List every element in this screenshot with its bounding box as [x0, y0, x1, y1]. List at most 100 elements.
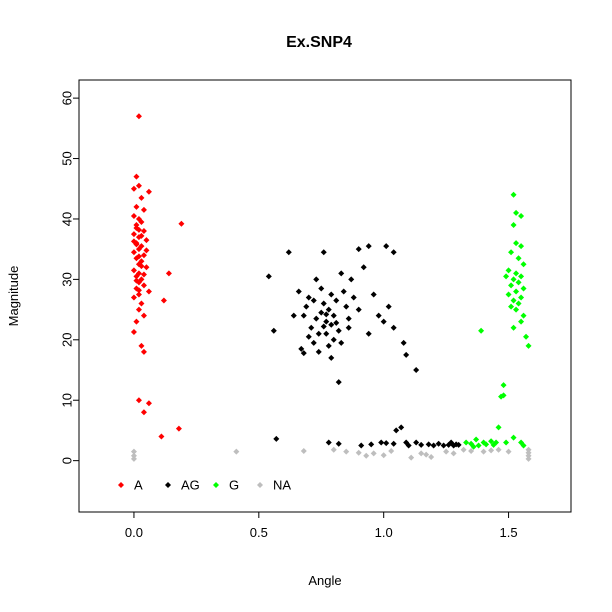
data-point	[325, 306, 332, 313]
data-point	[323, 311, 330, 318]
x-axis-label: Angle	[308, 573, 341, 588]
data-point	[130, 212, 137, 219]
data-point	[413, 439, 420, 446]
data-point	[160, 297, 167, 304]
data-point	[133, 203, 140, 210]
data-point	[518, 318, 525, 325]
data-point	[378, 439, 385, 446]
data-point	[393, 427, 400, 434]
data-point	[518, 243, 525, 250]
data-point	[270, 327, 277, 334]
y-axis: 0 10 20 30 40 50 60	[60, 91, 80, 464]
data-point	[498, 393, 505, 400]
data-point	[175, 425, 182, 432]
data-point	[335, 440, 342, 447]
data-point	[513, 288, 520, 295]
data-point	[430, 442, 437, 449]
data-point	[505, 448, 512, 455]
data-point	[145, 288, 152, 295]
y-tick-label: 30	[60, 272, 75, 286]
data-point	[320, 249, 327, 256]
data-point	[370, 450, 377, 457]
data-point	[140, 409, 147, 416]
data-point	[135, 182, 142, 189]
data-point	[140, 271, 147, 278]
data-point	[300, 447, 307, 454]
data-point	[365, 330, 372, 337]
y-tick-label: 60	[60, 91, 75, 105]
x-axis: 0.0 0.5 1.0 1.5	[125, 511, 518, 540]
data-point	[368, 441, 375, 448]
data-point	[138, 194, 145, 201]
data-point	[130, 294, 137, 301]
data-point	[135, 113, 142, 120]
y-axis-label: Magnitude	[6, 266, 21, 327]
data-point	[400, 339, 407, 346]
data-point	[418, 450, 425, 457]
data-point	[345, 324, 352, 331]
data-point	[135, 246, 142, 253]
data-point	[515, 300, 522, 307]
data-point	[480, 448, 487, 455]
data-point	[405, 442, 412, 449]
data-point	[348, 276, 355, 283]
data-point	[138, 263, 145, 270]
data-point	[343, 303, 350, 310]
data-point	[310, 297, 317, 304]
data-point	[505, 267, 512, 274]
data-point	[510, 434, 517, 441]
data-point	[328, 321, 335, 328]
data-point	[345, 315, 352, 322]
data-point	[383, 243, 390, 250]
data-point	[165, 270, 172, 277]
data-point	[333, 319, 340, 326]
legend-marker	[257, 482, 263, 488]
data-point	[513, 270, 520, 277]
data-point	[508, 303, 515, 310]
data-point	[338, 270, 345, 277]
series-a	[130, 113, 185, 440]
data-point	[333, 297, 340, 304]
data-points	[130, 113, 532, 462]
data-point	[408, 454, 415, 461]
data-point	[130, 452, 137, 459]
data-point	[383, 440, 390, 447]
data-point	[298, 345, 305, 352]
data-point	[313, 315, 320, 322]
data-point	[385, 303, 392, 310]
data-point	[468, 447, 475, 454]
data-point	[358, 442, 365, 449]
data-point	[335, 327, 342, 334]
legend: A AG G NA	[118, 478, 291, 493]
data-point	[303, 303, 310, 310]
data-point	[315, 348, 322, 355]
y-tick-label: 20	[60, 333, 75, 347]
data-point	[525, 446, 532, 453]
data-point	[308, 324, 315, 331]
data-point	[138, 218, 145, 225]
data-point	[450, 450, 457, 457]
x-tick-label: 0.5	[250, 525, 268, 540]
y-tick-label: 10	[60, 393, 75, 407]
data-point	[130, 448, 137, 455]
data-point	[513, 209, 520, 216]
data-point	[435, 440, 442, 447]
data-point	[140, 348, 147, 355]
y-tick-label: 0	[60, 457, 75, 464]
data-point	[398, 424, 405, 431]
legend-label: NA	[273, 478, 291, 493]
data-point	[320, 323, 327, 330]
data-point	[503, 439, 510, 446]
data-point	[513, 240, 520, 247]
data-point	[328, 354, 335, 361]
data-point	[493, 439, 500, 446]
data-point	[510, 297, 517, 304]
data-point	[413, 367, 420, 374]
data-point	[520, 261, 527, 268]
data-point	[418, 441, 425, 448]
data-point	[315, 330, 322, 337]
data-point	[428, 454, 435, 461]
data-point	[380, 318, 387, 325]
data-point	[380, 452, 387, 459]
